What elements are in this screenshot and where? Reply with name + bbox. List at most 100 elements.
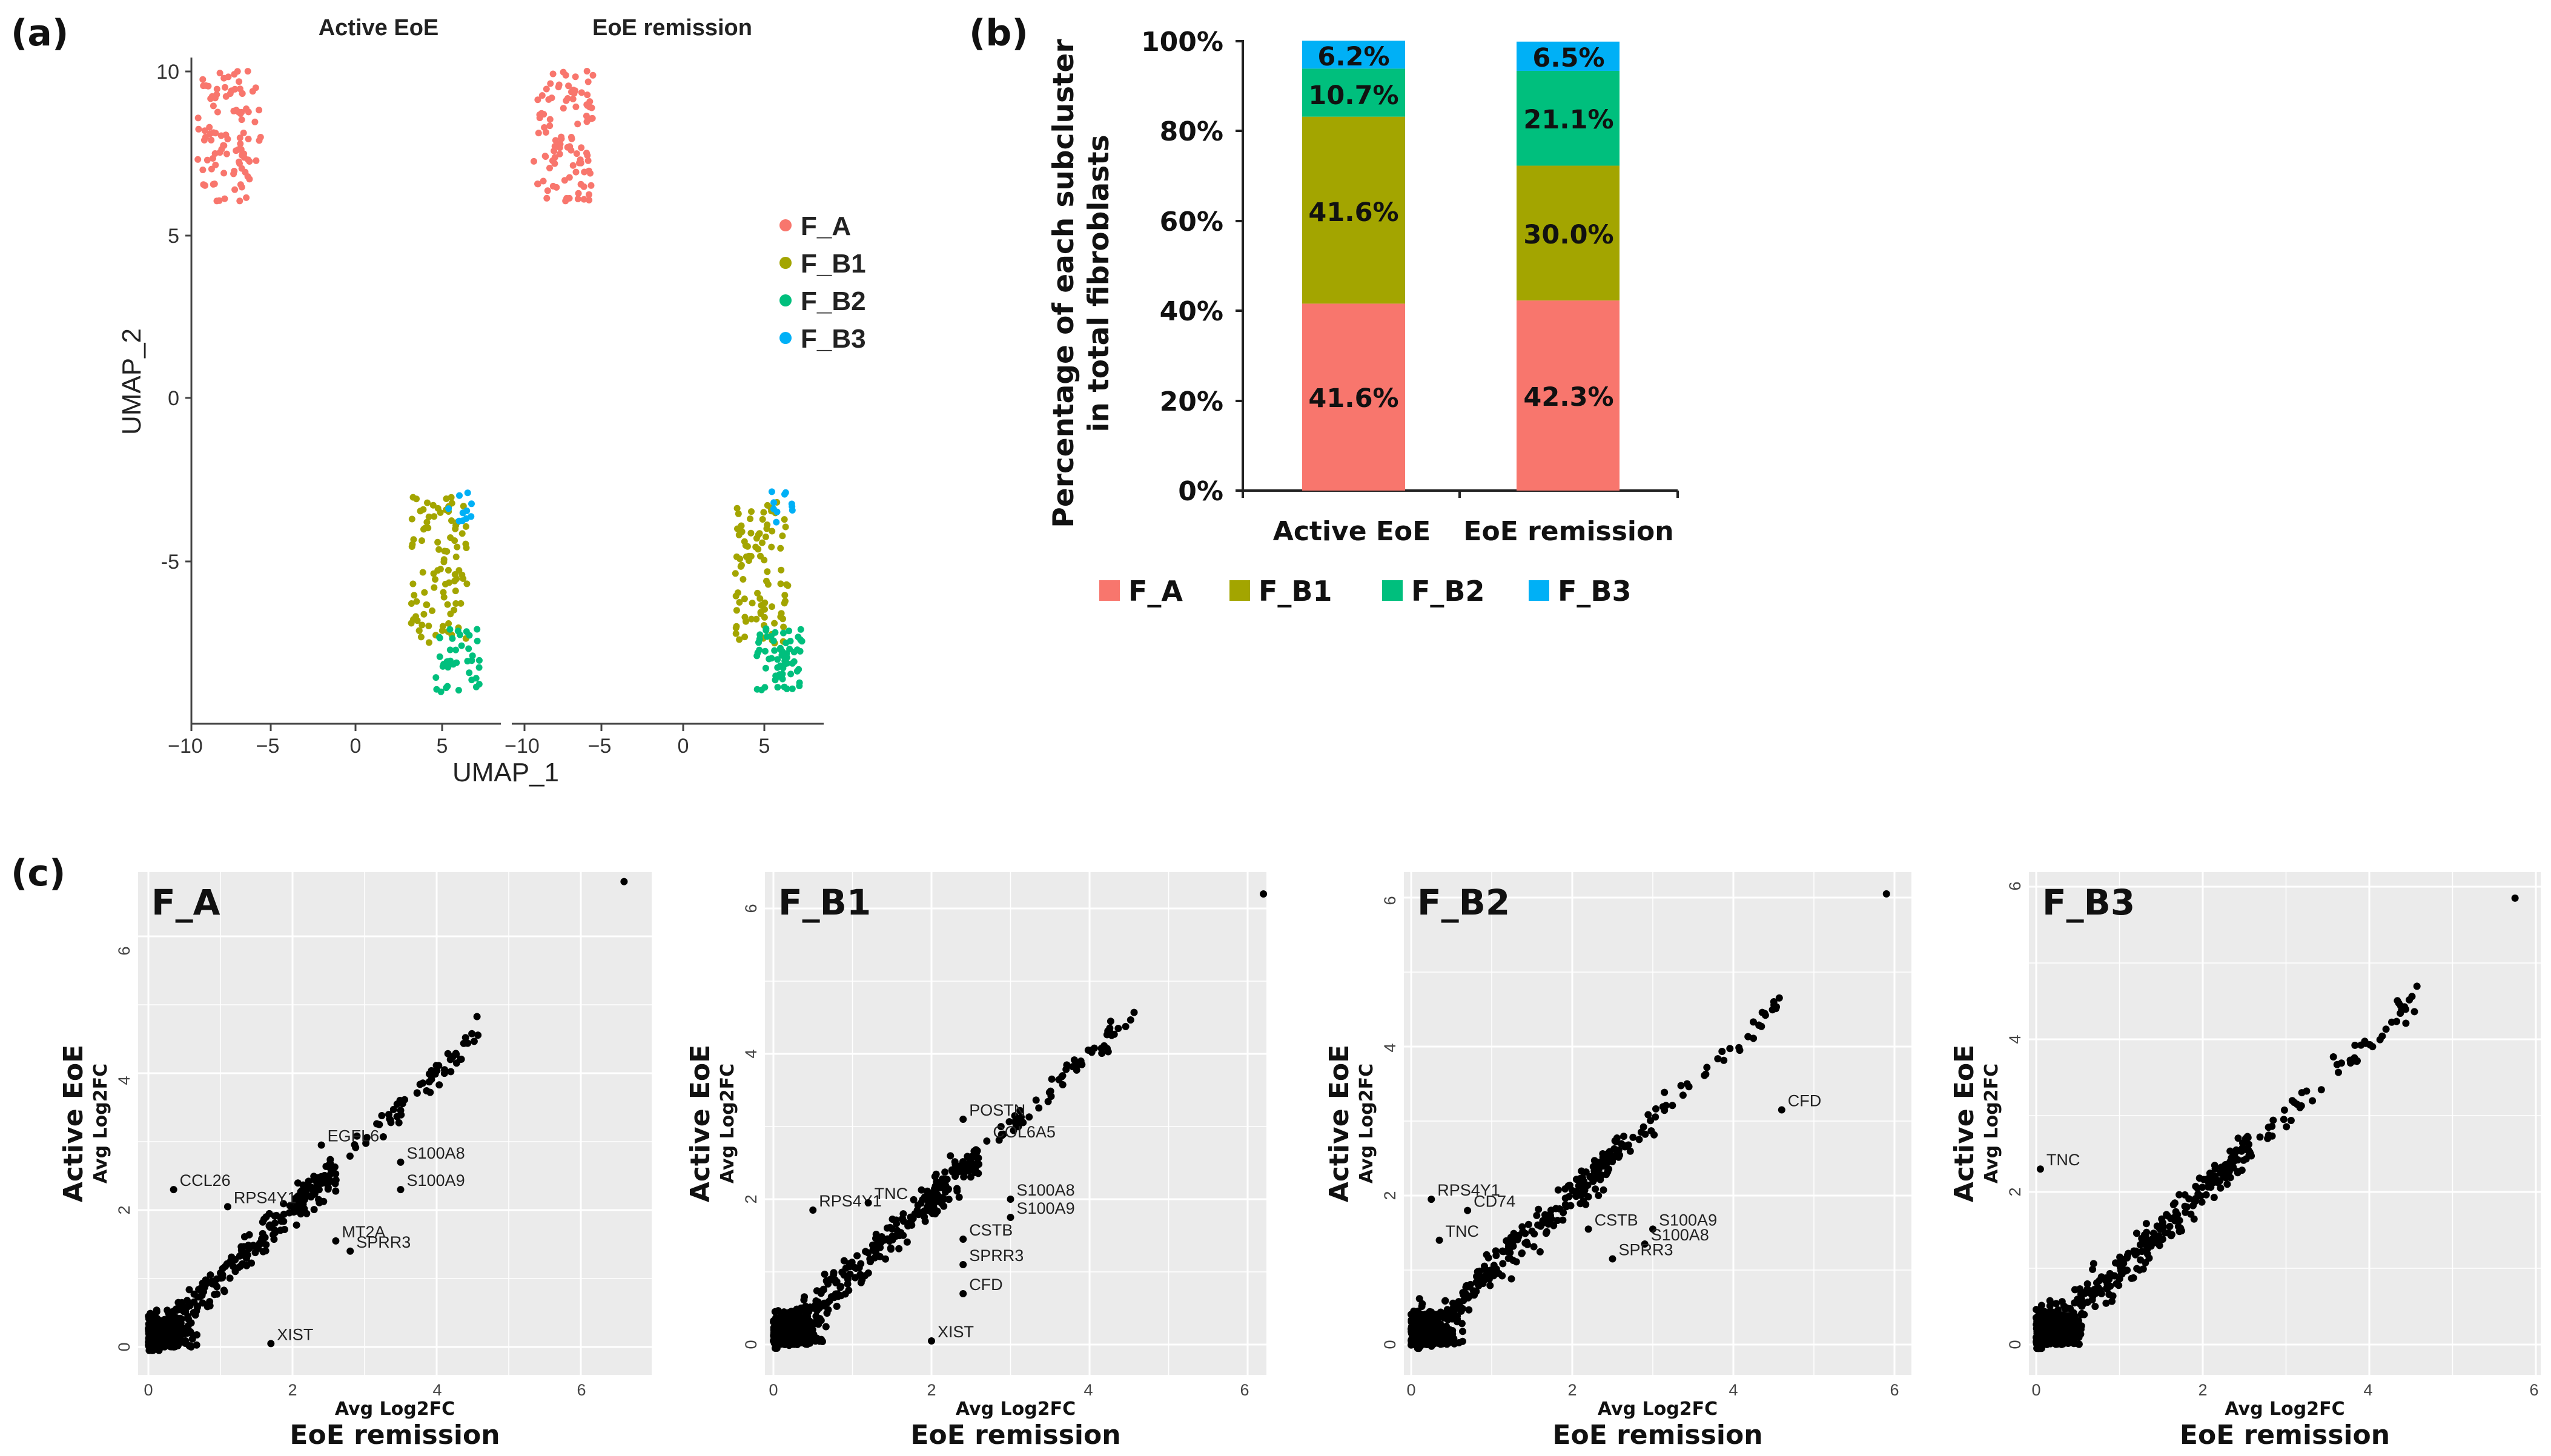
scatter-point — [413, 1089, 421, 1097]
scatter-point — [1578, 1167, 1586, 1175]
scatter-xlabel-big: EoE remission — [2180, 1420, 2390, 1451]
umap-point-fb1 — [734, 589, 741, 597]
scatter-point — [2376, 1036, 2384, 1044]
umap-point-fa — [566, 143, 574, 150]
scatter-point — [1533, 1211, 1541, 1219]
umap-point-fa — [213, 91, 220, 98]
umap-point-fb2 — [780, 629, 787, 637]
scatter-point — [1521, 1239, 1529, 1247]
umap-legend-fb2: F_B2 — [801, 286, 866, 316]
umap-point-fb1 — [445, 567, 452, 574]
scatter-point — [888, 1225, 896, 1233]
umap-point-fa — [583, 68, 591, 74]
scatter-point — [166, 1315, 174, 1323]
scatter-point — [1744, 1033, 1752, 1041]
scatter-point — [1127, 1016, 1134, 1024]
scatter-point — [2239, 1139, 2246, 1147]
scatter-point-labeled — [1260, 890, 1268, 898]
scatter-point — [1561, 1194, 1569, 1202]
scatter-point — [268, 1221, 276, 1229]
scatter-point — [1461, 1289, 1469, 1297]
umap-point-fb2 — [787, 670, 795, 678]
umap-legend: F_A F_B1 F_B2 F_B3 — [779, 211, 866, 354]
umap-point-fb1 — [756, 530, 763, 537]
gene-label: S100A8 — [407, 1144, 465, 1162]
scatter-point — [807, 1331, 815, 1339]
scatter-point — [2039, 1337, 2046, 1345]
scatter-point — [918, 1186, 925, 1194]
scatter-point-labeled — [809, 1206, 817, 1214]
scatter-point — [307, 1193, 315, 1201]
umap-point-fb3 — [768, 488, 775, 495]
umap-point-fb1 — [736, 555, 744, 563]
umap-point-fb1 — [782, 523, 789, 531]
scatter-point — [896, 1228, 904, 1236]
umap-point-fb1 — [778, 566, 785, 574]
umap-point-fa — [551, 160, 558, 167]
scatter-point-labeled — [1778, 1106, 1785, 1114]
scatter-point — [2133, 1265, 2141, 1272]
gene-label: S100A9 — [1017, 1199, 1075, 1217]
scatter-point — [788, 1323, 795, 1331]
scatter-point — [1025, 1113, 1033, 1121]
umap-point-fa — [225, 73, 232, 81]
scatter-xlabel-small: Avg Log2FC — [2225, 1398, 2344, 1420]
scatter-point — [1677, 1082, 1685, 1090]
umap-point-fb1 — [457, 600, 465, 607]
umap-ylabel: UMAP_2 — [117, 328, 147, 435]
umap-point-fa — [238, 116, 245, 124]
scatter-point — [2202, 1191, 2210, 1199]
umap-point-fb2 — [457, 631, 463, 638]
umap-point-fa — [544, 187, 551, 194]
umap-point-fb1 — [757, 610, 764, 617]
umap-point-fb1 — [741, 614, 749, 621]
scatter-point — [435, 1062, 443, 1070]
umap-point-fb1 — [420, 526, 427, 533]
scatter-point — [841, 1290, 849, 1298]
scatter-point — [262, 1247, 270, 1255]
gene-label: CSTB — [969, 1221, 1013, 1239]
scatter-point — [2034, 1326, 2042, 1334]
umap-point-fb2 — [758, 686, 765, 693]
umap-point-fb1 — [733, 607, 740, 614]
scatter-point — [1455, 1339, 1463, 1346]
scatter-point — [178, 1299, 186, 1306]
scatter-point — [423, 1087, 431, 1094]
umap-point-fa — [542, 129, 549, 136]
scatter-point — [1586, 1173, 1594, 1181]
scatter-point — [2397, 1010, 2404, 1017]
scatter-point — [781, 1341, 789, 1348]
gene-label: TNC — [875, 1185, 908, 1203]
scatter-point — [2068, 1335, 2076, 1343]
umap-point-fb1 — [741, 595, 748, 603]
umap-point-fb1 — [769, 603, 775, 611]
scatter-point — [899, 1210, 907, 1218]
umap-point-fb1 — [432, 576, 438, 583]
scatter-point — [930, 1205, 938, 1213]
umap-point-fb2 — [458, 642, 465, 649]
gene-label: CFD — [969, 1276, 1003, 1294]
scatter-point — [932, 1170, 940, 1178]
scatter-point — [788, 1340, 796, 1348]
scatter-xlabel-small: Avg Log2FC — [956, 1398, 1076, 1420]
scatter-point — [1521, 1229, 1529, 1237]
scatter-point — [474, 1031, 482, 1039]
scatter-ytick: 2 — [742, 1194, 760, 1203]
scatter-point — [1534, 1221, 1542, 1229]
scatter-point — [193, 1303, 201, 1311]
scatter-xtick: 6 — [577, 1381, 586, 1399]
scatter-point — [148, 1334, 156, 1342]
scatter-point — [150, 1340, 157, 1348]
umap-point-fa — [589, 71, 597, 79]
umap-point-fb1 — [452, 600, 460, 607]
umap-point-fa — [214, 108, 221, 116]
scatter-ylabel-small: Avg Log2FC — [1981, 1064, 2002, 1183]
umap-point-fa — [251, 118, 259, 125]
umap-point-fb1 — [768, 543, 775, 551]
scatter-point — [2143, 1250, 2151, 1258]
scatter-point — [1685, 1083, 1693, 1091]
scatter-point — [846, 1270, 854, 1278]
umap-point-fb1 — [771, 620, 778, 627]
scatter-point — [1536, 1248, 1544, 1256]
scatter-point — [2102, 1277, 2110, 1285]
